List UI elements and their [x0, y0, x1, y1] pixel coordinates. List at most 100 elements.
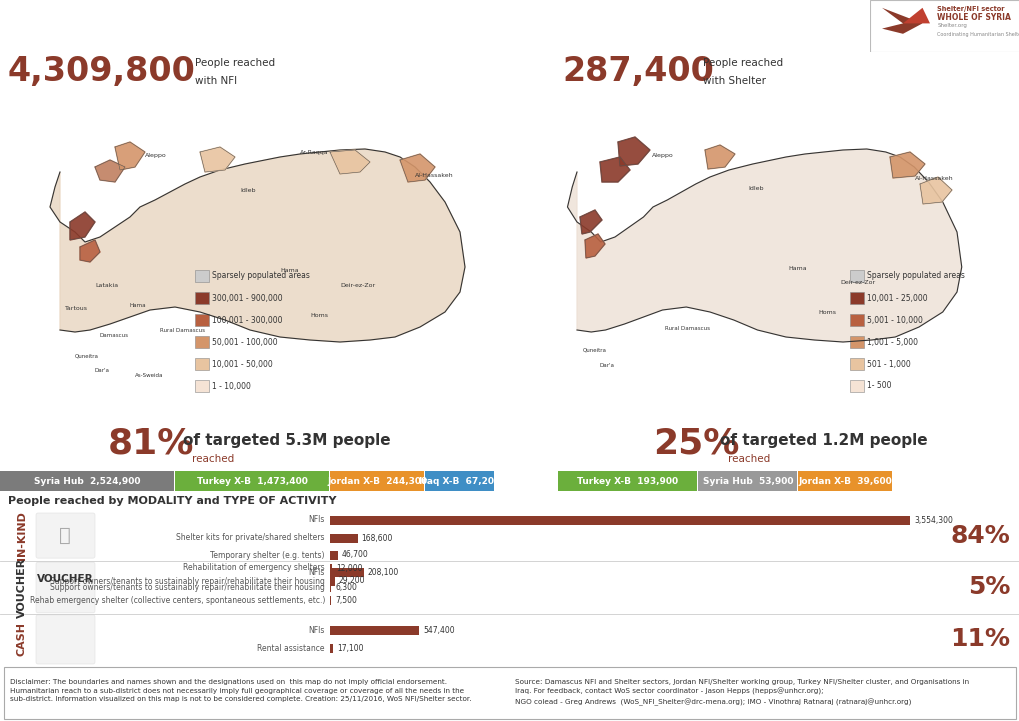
Text: 168,600: 168,600 — [361, 534, 392, 542]
Bar — [195, 336, 209, 348]
Bar — [330, 568, 364, 578]
Text: 7,500: 7,500 — [335, 596, 357, 605]
Text: Jordan X-B  244,300: Jordan X-B 244,300 — [327, 477, 427, 485]
Text: 12,000: 12,000 — [335, 564, 362, 572]
Text: Hama: Hama — [788, 266, 806, 271]
Text: VOUCHER: VOUCHER — [17, 557, 26, 618]
Text: Support owners/tenants to sustainably repair/rehabilitate their housing: Support owners/tenants to sustainably re… — [50, 577, 325, 585]
Text: 501 - 1,000: 501 - 1,000 — [866, 360, 910, 368]
Bar — [849, 314, 863, 326]
Bar — [330, 471, 424, 491]
Text: Ar-Raqqa: Ar-Raqqa — [300, 150, 328, 155]
Text: 46,700: 46,700 — [341, 551, 368, 559]
Text: 287,400: 287,400 — [561, 56, 713, 89]
Text: Idleb: Idleb — [239, 188, 255, 193]
Text: 6,300: 6,300 — [334, 583, 357, 592]
Text: Quneitra: Quneitra — [583, 348, 606, 353]
Polygon shape — [330, 150, 370, 174]
Text: Shelter/NFI sector: Shelter/NFI sector — [936, 6, 1004, 12]
Text: Shelter kits for private/shared shelters: Shelter kits for private/shared shelters — [176, 534, 325, 542]
Text: 3,554,300: 3,554,300 — [913, 516, 952, 524]
Text: 300,001 - 900,000: 300,001 - 900,000 — [212, 293, 282, 303]
Bar — [195, 270, 209, 282]
Bar — [330, 644, 332, 653]
Text: 10,001 - 25,000: 10,001 - 25,000 — [866, 293, 926, 303]
Bar — [330, 583, 331, 592]
Text: of targeted 1.2M people: of targeted 1.2M people — [719, 433, 926, 448]
Text: Rental assistance: Rental assistance — [257, 644, 325, 653]
Polygon shape — [95, 160, 125, 182]
Polygon shape — [704, 145, 735, 169]
Text: Support owners/tenants to sustainably repair/rehabilitate their housing: Support owners/tenants to sustainably re… — [50, 583, 325, 592]
Bar — [849, 336, 863, 348]
Polygon shape — [890, 152, 924, 178]
Polygon shape — [79, 240, 100, 262]
Polygon shape — [599, 157, 630, 182]
Text: Aleppo: Aleppo — [145, 153, 166, 158]
Text: VOUCHER: VOUCHER — [37, 575, 93, 585]
Text: Rehab emergency shelter (collective centers, spontaneous settlements, etc.): Rehab emergency shelter (collective cent… — [30, 596, 325, 605]
Polygon shape — [115, 142, 145, 170]
Bar — [330, 551, 337, 559]
Text: 4,309,800: 4,309,800 — [8, 56, 196, 89]
Text: 5%: 5% — [967, 575, 1009, 599]
Polygon shape — [580, 210, 601, 234]
Polygon shape — [881, 8, 921, 34]
Text: IN-KIND: IN-KIND — [17, 511, 26, 560]
Text: 5,001 - 10,000: 5,001 - 10,000 — [866, 316, 922, 324]
Text: NFIs: NFIs — [309, 568, 325, 578]
Text: Source: Damascus NFI and Shelter sectors, Jordan NFI/Shelter working group, Turk: Source: Damascus NFI and Shelter sectors… — [515, 679, 968, 706]
Bar — [195, 292, 209, 304]
Polygon shape — [70, 212, 95, 240]
Polygon shape — [902, 8, 929, 23]
Text: (Jan - October 2016): (Jan - October 2016) — [9, 32, 176, 46]
Text: Al-Hassakeh: Al-Hassakeh — [415, 173, 453, 178]
Text: 50,001 - 100,000: 50,001 - 100,000 — [212, 337, 277, 347]
Text: 👤: 👤 — [59, 526, 70, 545]
Text: Homs: Homs — [817, 310, 836, 315]
Text: Sparsely populated areas: Sparsely populated areas — [212, 272, 310, 280]
Text: Dar'a: Dar'a — [599, 363, 614, 368]
Text: Syria Arab Republic: Whole of Syria  Shelter/NFI Sector Response Snapshot for 20: Syria Arab Republic: Whole of Syria Shel… — [9, 7, 707, 22]
Text: of targeted 5.3M people: of targeted 5.3M people — [182, 433, 390, 448]
Text: Dar'a: Dar'a — [95, 368, 110, 373]
Bar — [849, 270, 863, 282]
Text: with NFI: with NFI — [195, 76, 236, 86]
Text: 25%: 25% — [652, 426, 739, 461]
Text: Turkey X-B  1,473,400: Turkey X-B 1,473,400 — [197, 477, 308, 485]
Text: 1,001 - 5,000: 1,001 - 5,000 — [866, 337, 917, 347]
Polygon shape — [618, 137, 649, 166]
Bar — [330, 626, 419, 634]
Text: Shelter.org: Shelter.org — [936, 24, 966, 29]
Bar — [849, 358, 863, 370]
Text: Jordan X-B  39,600: Jordan X-B 39,600 — [798, 477, 892, 485]
Text: reached: reached — [728, 454, 769, 464]
Text: 1- 500: 1- 500 — [866, 381, 891, 391]
Text: Aleppo: Aleppo — [651, 153, 674, 158]
Text: with Shelter: with Shelter — [702, 76, 765, 86]
Bar — [195, 380, 209, 392]
Text: 100,001 - 300,000: 100,001 - 300,000 — [212, 316, 282, 324]
Bar — [425, 471, 493, 491]
Text: Rural Damascus: Rural Damascus — [664, 326, 709, 331]
Bar — [330, 516, 909, 524]
Text: CASH: CASH — [17, 622, 26, 656]
Text: Hama: Hama — [129, 303, 147, 308]
Text: Sparsely populated areas: Sparsely populated areas — [866, 272, 964, 280]
Text: NFIs: NFIs — [309, 516, 325, 524]
Text: Al-Hassakeh: Al-Hassakeh — [914, 176, 953, 181]
Text: 84%: 84% — [950, 523, 1009, 547]
Bar — [849, 380, 863, 392]
Bar — [557, 471, 696, 491]
Bar — [797, 471, 892, 491]
Text: People reached: People reached — [195, 58, 275, 68]
Polygon shape — [399, 154, 434, 182]
Polygon shape — [585, 234, 604, 258]
Text: 11%: 11% — [949, 627, 1009, 652]
Text: Damascus: Damascus — [100, 333, 128, 338]
Bar — [175, 471, 329, 491]
FancyBboxPatch shape — [36, 513, 95, 558]
Text: NFIs: NFIs — [309, 626, 325, 634]
Text: Coordinating Humanitarian Shelter: Coordinating Humanitarian Shelter — [936, 32, 1019, 37]
Bar — [697, 471, 796, 491]
